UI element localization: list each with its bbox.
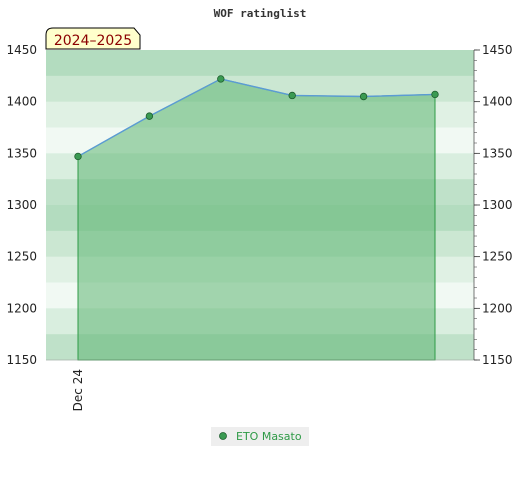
y-tick-label-left: 1300 [6,198,37,212]
y-tick-label-left: 1250 [6,250,37,264]
x-tick-label: Dec 24 [71,369,85,411]
legend: ETO Masato [211,427,309,446]
data-point-0 [74,152,82,161]
season-badge: 2024–2025 [45,27,141,50]
chart-title: WOF ratinglist [214,7,307,20]
season-badge-bg [45,27,141,50]
rating-line-layer [74,75,439,161]
grid-band [46,50,474,77]
data-point-2 [217,75,225,83]
y-tick-label-right: 1250 [482,250,513,264]
y-tick-label-right: 1200 [482,301,513,315]
y-tick-label-right: 1150 [482,353,513,367]
y-tick-label-right: 1300 [482,198,513,212]
legend-entry-eto-masato: ETO Masato [236,430,302,443]
data-point-5 [431,90,439,99]
y-tick-label-left: 1150 [6,353,37,367]
data-point-3 [288,91,296,100]
y-tick-label-left: 1200 [6,301,37,315]
y-tick-label-left: 1400 [6,95,37,109]
y-tick-label-right: 1450 [482,43,513,57]
legend-bg [211,427,309,446]
y-tick-label-left: 1350 [6,146,37,160]
data-point-1 [145,112,154,120]
y-tick-label-left: 1450 [6,43,37,57]
y-tick-label-right: 1400 [482,95,513,109]
axes: 1150 1150 1200 1200 1250 1250 1300 1300 1350 1350… [6,43,512,411]
rating-line [77,78,436,158]
y-tick-label-right: 1350 [482,146,513,160]
data-point-4 [359,92,368,101]
season-label: 2024–2025 [54,33,132,49]
legend-marker-icon [219,432,227,440]
